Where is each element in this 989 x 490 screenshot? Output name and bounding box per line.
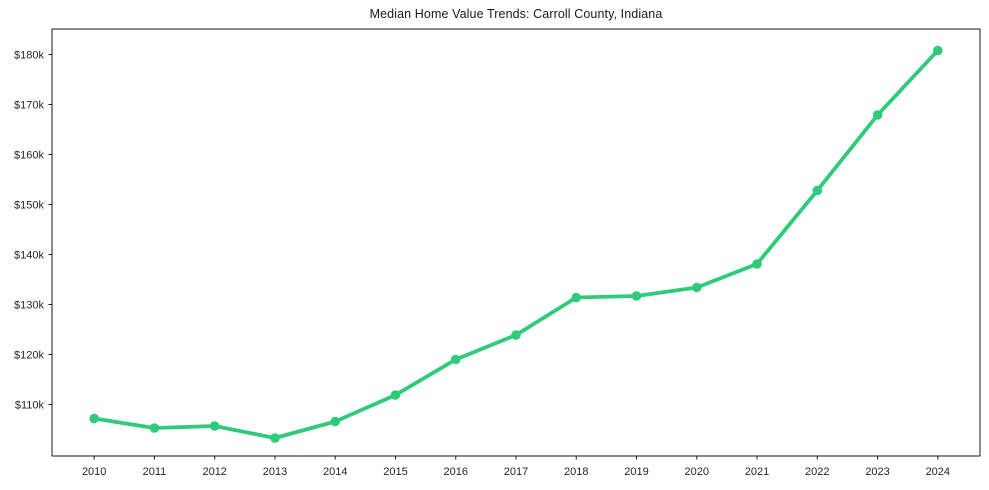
x-axis-tick-label: 2012 bbox=[202, 466, 226, 478]
plot-frame bbox=[51, 28, 981, 457]
x-axis-tick-label: 2018 bbox=[564, 466, 588, 478]
x-axis-tick-label: 2017 bbox=[504, 466, 528, 478]
y-axis-tick-label: $180k bbox=[14, 49, 44, 61]
chart-title: Median Home Value Trends: Carroll County… bbox=[369, 7, 663, 21]
data-point-marker bbox=[631, 291, 642, 301]
data-point-marker bbox=[692, 282, 702, 293]
data-point-marker bbox=[209, 421, 220, 431]
data-point-marker bbox=[149, 423, 160, 433]
median-home-value-line bbox=[92, 48, 940, 440]
data-point-marker bbox=[390, 390, 401, 400]
x-axis-tick-label: 2011 bbox=[143, 466, 167, 478]
x-axis-tick-label: 2020 bbox=[685, 466, 709, 478]
x-axis-tick-label: 2010 bbox=[82, 466, 106, 478]
y-axis-tick-label: $140k bbox=[14, 249, 44, 261]
data-point-marker bbox=[752, 259, 762, 269]
data-point-marker bbox=[450, 354, 461, 365]
data-point-marker bbox=[812, 185, 823, 196]
x-axis-tick-label: 2014 bbox=[323, 466, 347, 478]
data-point-marker bbox=[270, 433, 280, 443]
x-axis-tick-label: 2022 bbox=[805, 466, 829, 478]
data-point-marker bbox=[872, 110, 883, 120]
data-point-marker bbox=[89, 413, 99, 424]
x-axis-tick-label: 2019 bbox=[624, 466, 648, 478]
data-point-marker bbox=[933, 45, 943, 56]
y-axis-tick-label: $150k bbox=[14, 199, 44, 211]
x-axis-tick-label: 2023 bbox=[865, 466, 889, 478]
data-point-marker bbox=[511, 330, 521, 340]
x-axis-tick-label: 2016 bbox=[443, 466, 467, 478]
y-axis-tick-label: $110k bbox=[15, 399, 45, 411]
y-axis-tick-label: $130k bbox=[14, 299, 44, 311]
data-point-marker bbox=[330, 416, 341, 427]
data-point-marker bbox=[571, 292, 582, 303]
x-axis-tick-label: 2024 bbox=[926, 466, 950, 478]
x-axis-tick-label: 2021 bbox=[745, 466, 769, 478]
y-axis-tick-label: $170k bbox=[14, 99, 44, 111]
x-axis-tick-label: 2013 bbox=[263, 466, 287, 478]
y-axis-tick-label: $160k bbox=[14, 149, 44, 161]
y-axis-tick-label: $120k bbox=[14, 349, 44, 361]
x-axis-tick-label: 2015 bbox=[383, 466, 407, 478]
